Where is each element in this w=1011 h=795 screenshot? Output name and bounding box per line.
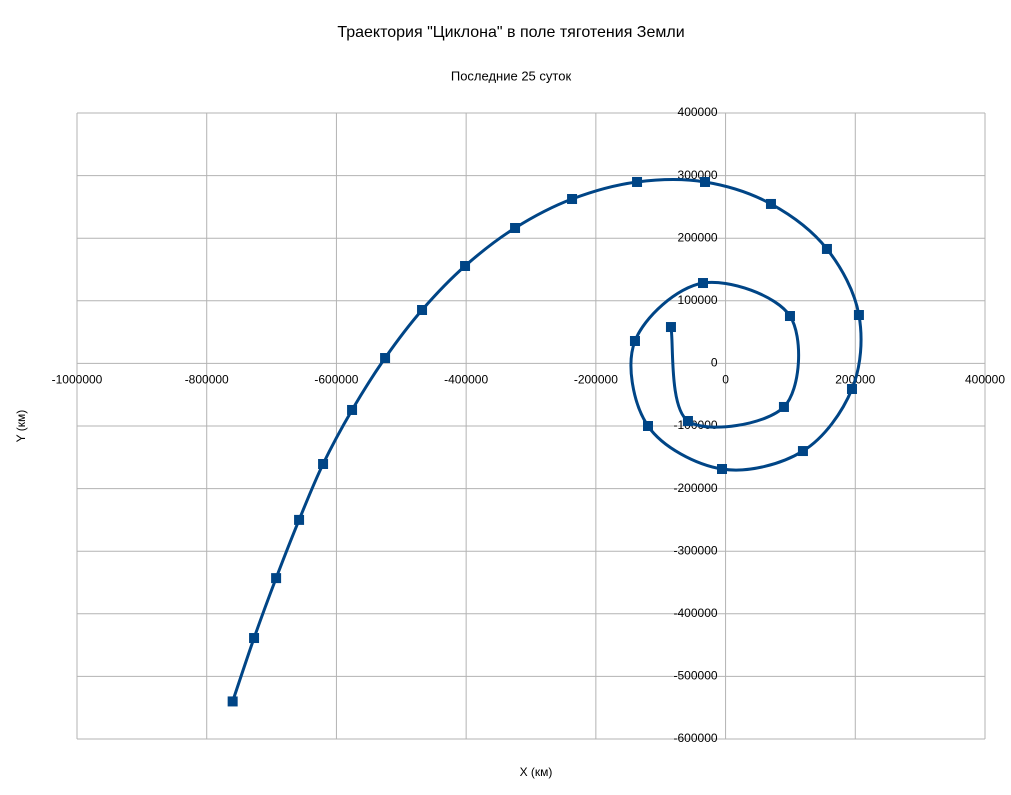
data-point <box>318 458 329 469</box>
chart-subtitle: Последние 25 суток <box>451 68 572 83</box>
data-point <box>846 384 857 395</box>
data-point <box>821 243 832 254</box>
y-tick-label: 100000 <box>678 293 718 307</box>
data-point <box>853 310 864 321</box>
data-point <box>765 198 776 209</box>
trajectory-line <box>231 178 863 702</box>
y-axis-title: Y (км) <box>14 410 28 443</box>
x-tick-label: 400000 <box>965 373 1005 387</box>
data-point <box>784 311 795 322</box>
data-point <box>632 176 643 187</box>
data-point <box>510 222 521 233</box>
data-point <box>698 278 709 289</box>
data-point <box>460 260 471 271</box>
y-tick-label: 0 <box>711 356 718 370</box>
y-tick-label: 200000 <box>678 230 718 244</box>
data-point <box>643 421 654 431</box>
data-point <box>797 446 808 457</box>
y-tick-label: 400000 <box>678 105 718 119</box>
y-tick-label: -200000 <box>674 481 718 495</box>
x-tick-label: -200000 <box>574 373 618 387</box>
data-point <box>380 353 391 364</box>
data-point <box>271 573 282 584</box>
data-point <box>347 404 358 415</box>
x-tick-label: -800000 <box>185 373 229 387</box>
x-tick-label: -400000 <box>444 373 488 387</box>
x-axis-title: X (км) <box>520 765 553 779</box>
chart-title: Траектория "Циклона" в поле тяготения Зе… <box>337 24 684 41</box>
data-point <box>417 305 428 316</box>
y-tick-label: -600000 <box>674 731 718 745</box>
data-point <box>567 194 578 205</box>
x-tick-label: -600000 <box>314 373 358 387</box>
data-point <box>778 401 789 412</box>
y-tick-label: -500000 <box>674 669 718 683</box>
data-point <box>227 696 238 707</box>
data-point <box>665 322 676 333</box>
data-point <box>629 335 640 346</box>
y-tick-label: -400000 <box>674 606 718 620</box>
x-tick-label: 0 <box>722 373 729 387</box>
y-tick-label: -300000 <box>674 543 718 557</box>
data-point <box>717 464 728 475</box>
x-tick-label: -1000000 <box>52 373 103 387</box>
data-point <box>249 633 260 644</box>
data-point <box>700 176 711 187</box>
data-point <box>682 415 693 426</box>
data-point <box>294 514 305 525</box>
